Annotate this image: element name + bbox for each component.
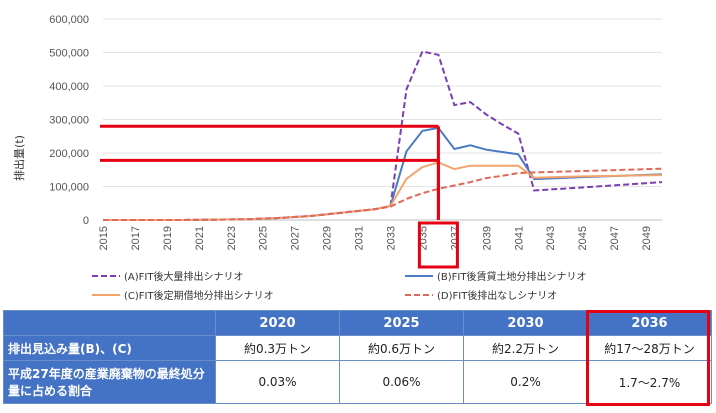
highlight-box-2036: [417, 221, 459, 269]
series-line-0: [103, 50, 663, 221]
table-cell: 0.03%: [215, 360, 340, 404]
x-tick-label: 2041: [513, 226, 525, 250]
x-tick-label: 2017: [130, 226, 142, 250]
table-header-cell: 2020: [215, 310, 340, 336]
y-tick-label: 500,000: [49, 48, 89, 60]
x-tick-label: 2045: [577, 226, 589, 250]
table-cell: 約0.6万トン: [339, 335, 464, 361]
y-axis-ticks: 0 100,000 200,000 300,000 400,000 500,000 600,…: [49, 14, 89, 227]
y-axis-label: 排出量(t): [12, 135, 26, 181]
summary-table: 2020 2025 2030 2036 排出見込み量(B)、(C) 約0.3万ト…: [3, 310, 712, 404]
y-tick-label: 100,000: [49, 182, 89, 194]
legend-label-2: (C)FIT後定期借地分排出シナリオ: [124, 289, 274, 302]
x-tick-label: 2021: [194, 226, 206, 250]
table-cell: 0.2%: [463, 360, 588, 404]
table-cell: 約2.2万トン: [463, 335, 588, 361]
y-tick-label: 300,000: [49, 115, 89, 127]
emissions-line-chart: 0 100,000 200,000 300,000 400,000 500,000 600,…: [12, 14, 663, 302]
row-label: 平成27年度の産業廃棄物の最終処分量に占める割合: [3, 360, 216, 404]
legend-label-0: (A)FIT後大量排出シナリオ: [124, 270, 243, 283]
x-axis-ticks: 2015 2017 2019 2021 2023 2025 2027 2029 2031 2033…: [98, 226, 653, 250]
table-row: 排出見込み量(B)、(C) 約0.3万トン 約0.6万トン 約2.2万トン 約1…: [3, 335, 712, 361]
legend: (A)FIT後大量排出シナリオ (B)FIT後賃貸土地分排出シナリオ (C)FIT後…: [92, 270, 586, 302]
gridlines: [103, 18, 662, 221]
x-tick-label: 2027: [290, 226, 302, 250]
table-row: 平成27年度の産業廃棄物の最終処分量に占める割合 0.03% 0.06% 0.2…: [3, 360, 712, 404]
row-label: 排出見込み量(B)、(C): [3, 335, 216, 361]
y-tick-label: 600,000: [49, 14, 89, 26]
series-lines: [103, 50, 663, 221]
table-header-cell: [3, 310, 216, 336]
x-tick-label: 2033: [385, 226, 397, 250]
x-tick-label: 2047: [609, 226, 621, 250]
x-tick-label: 2023: [226, 226, 238, 250]
legend-label-1: (B)FIT後賃貸土地分排出シナリオ: [437, 270, 586, 283]
x-tick-label: 2037: [449, 226, 461, 250]
table-cell: 0.06%: [339, 360, 464, 404]
table-header-cell: 2030: [463, 310, 588, 336]
x-tick-label: 2039: [481, 226, 493, 250]
annotations: [100, 124, 459, 269]
x-tick-label: 2049: [641, 226, 653, 250]
y-tick-label: 200,000: [49, 148, 89, 160]
legend-label-3: (D)FIT後排出なしシナリオ: [437, 289, 557, 302]
y-tick-label: 400,000: [49, 81, 89, 93]
y-tick-label: 0: [83, 215, 89, 227]
table-cell: 約17～28万トン: [587, 335, 712, 361]
x-tick-label: 2015: [98, 226, 110, 250]
x-tick-label: 2043: [545, 226, 557, 250]
series-line-3: [103, 167, 663, 221]
table-cell: 1.7～2.7%: [587, 360, 712, 404]
table-header-cell: 2025: [339, 310, 464, 336]
x-tick-label: 2025: [258, 226, 270, 250]
x-tick-label: 2031: [354, 226, 366, 250]
x-tick-label: 2019: [162, 226, 174, 250]
table-header-row: 2020 2025 2030 2036: [3, 310, 712, 336]
table-header-cell: 2036: [587, 310, 712, 336]
x-tick-label: 2029: [322, 226, 334, 250]
table-cell: 約0.3万トン: [215, 335, 340, 361]
series-line-1: [103, 126, 663, 221]
